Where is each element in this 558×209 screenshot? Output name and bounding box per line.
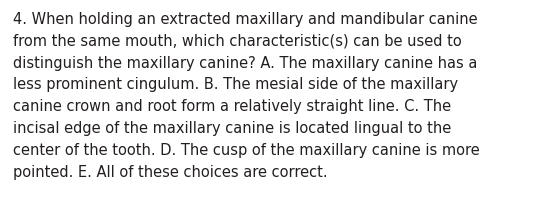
Text: pointed. E. All of these choices are correct.: pointed. E. All of these choices are cor… [13,165,328,180]
Text: less prominent cingulum. B. The mesial side of the maxillary: less prominent cingulum. B. The mesial s… [13,77,458,92]
Text: 4. When holding an extracted maxillary and mandibular canine: 4. When holding an extracted maxillary a… [13,12,478,27]
Text: from the same mouth, which characteristic(s) can be used to: from the same mouth, which characteristi… [13,34,462,49]
Text: incisal edge of the maxillary canine is located lingual to the: incisal edge of the maxillary canine is … [13,121,451,136]
Text: center of the tooth. D. The cusp of the maxillary canine is more: center of the tooth. D. The cusp of the … [13,143,480,158]
Text: distinguish the maxillary canine? A. The maxillary canine has a: distinguish the maxillary canine? A. The… [13,56,478,71]
Text: canine crown and root form a relatively straight line. C. The: canine crown and root form a relatively … [13,99,451,114]
